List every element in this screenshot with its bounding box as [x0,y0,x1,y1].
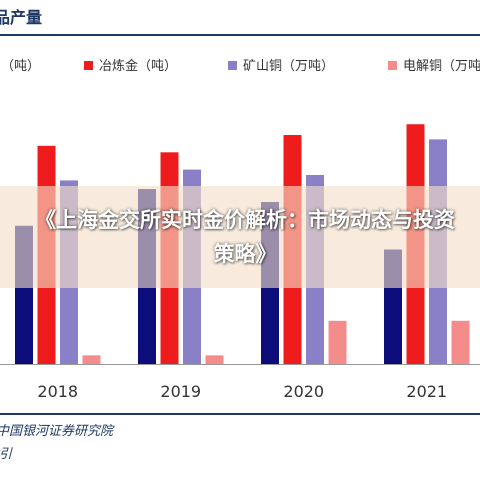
x-tick-label-2020: 2020 [283,382,324,401]
legend-swatch-3 [228,61,237,70]
bar-2019-series-4 [205,355,224,364]
bottom-rule [0,413,480,415]
x-tick-label-2018: 2018 [37,382,78,401]
bar-2021-series-4 [451,320,470,364]
legend-label-3: 矿山铜（万吨） [243,59,335,74]
legend-label-4: 电解铜（万吨） [403,59,480,74]
legend-swatch-4 [388,61,397,70]
legend-item-4: 电解铜（万吨） [388,55,480,74]
footnote: 指引 [0,447,13,462]
legend-label-1: （吨） [1,59,41,74]
legend-item-3: 矿山铜（万吨） [228,55,334,74]
bar-2018-series-4 [82,355,101,364]
headline-banner [0,186,480,288]
legend-item-1: （吨） [0,55,40,74]
legend-item-2: 冶炼金（吨） [84,55,177,74]
legend-label-2: 冶炼金（吨） [99,59,178,74]
headline-text: 《上海金交所实时金价解析：市场动态与投资策略》 [35,208,455,266]
title-rule [0,34,480,36]
x-tick-label-2019: 2019 [160,382,201,401]
legend-swatch-2 [84,61,93,70]
x-tick-label-2021: 2021 [406,382,447,401]
source-note: 中国银河证券研究院 [0,424,114,439]
bar-2020-series-4 [328,320,347,364]
legend: （吨） 冶炼金（吨） 矿山铜（万吨） 电解铜（万吨） [0,55,480,75]
chart-title: 品产量 [0,8,43,27]
